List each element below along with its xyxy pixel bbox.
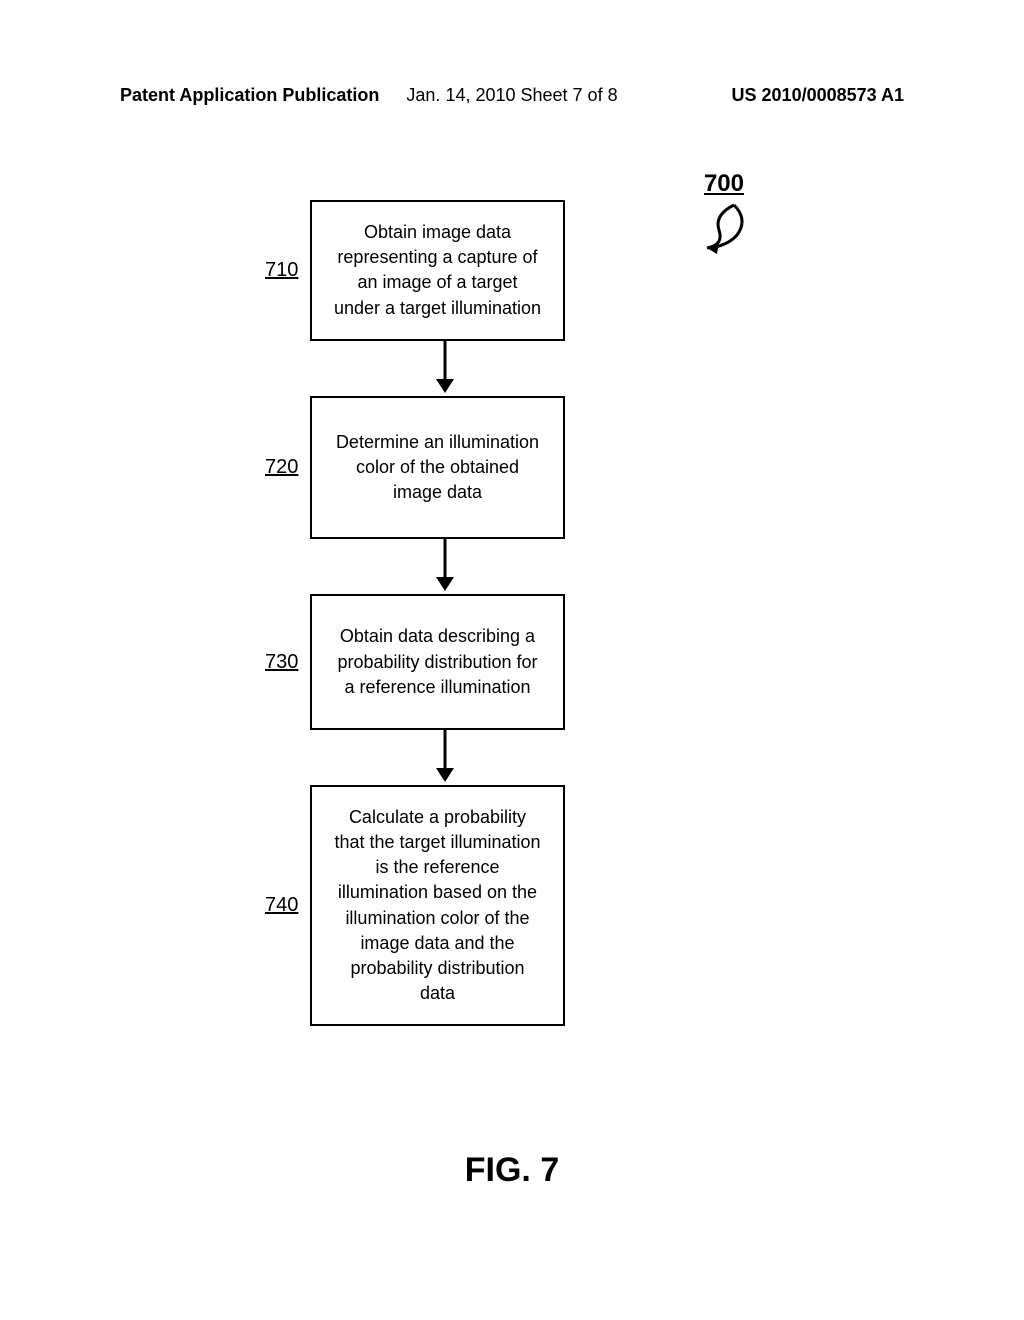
step-box: Obtain image data representing a capture…	[310, 200, 565, 341]
reference-arrow-icon	[699, 200, 749, 260]
step-label: 740	[265, 894, 315, 917]
page-header: Patent Application Publication Jan. 14, …	[0, 85, 1024, 106]
flowchart-reference: 700	[704, 170, 744, 198]
flowchart-step: 740 Calculate a probability that the tar…	[265, 785, 565, 1027]
header-left: Patent Application Publication	[120, 85, 379, 106]
flowchart: 710 Obtain image data representing a cap…	[265, 200, 565, 1026]
flowchart-step: 720 Determine an illumination color of t…	[265, 396, 565, 540]
arrow-icon	[310, 539, 580, 594]
arrow-icon	[310, 730, 580, 785]
flowchart-step: 710 Obtain image data representing a cap…	[265, 200, 565, 341]
step-box: Obtain data describing a probability dis…	[310, 594, 565, 730]
header-center: Jan. 14, 2010 Sheet 7 of 8	[406, 85, 617, 106]
figure-label: FIG. 7	[465, 1151, 559, 1190]
header-right: US 2010/0008573 A1	[732, 85, 904, 106]
step-box: Calculate a probability that the target …	[310, 785, 565, 1027]
step-box: Determine an illumination color of the o…	[310, 396, 565, 540]
arrow-icon	[310, 341, 580, 396]
flowchart-step: 730 Obtain data describing a probability…	[265, 594, 565, 730]
step-label: 710	[265, 259, 315, 282]
step-label: 730	[265, 651, 315, 674]
step-label: 720	[265, 456, 315, 479]
